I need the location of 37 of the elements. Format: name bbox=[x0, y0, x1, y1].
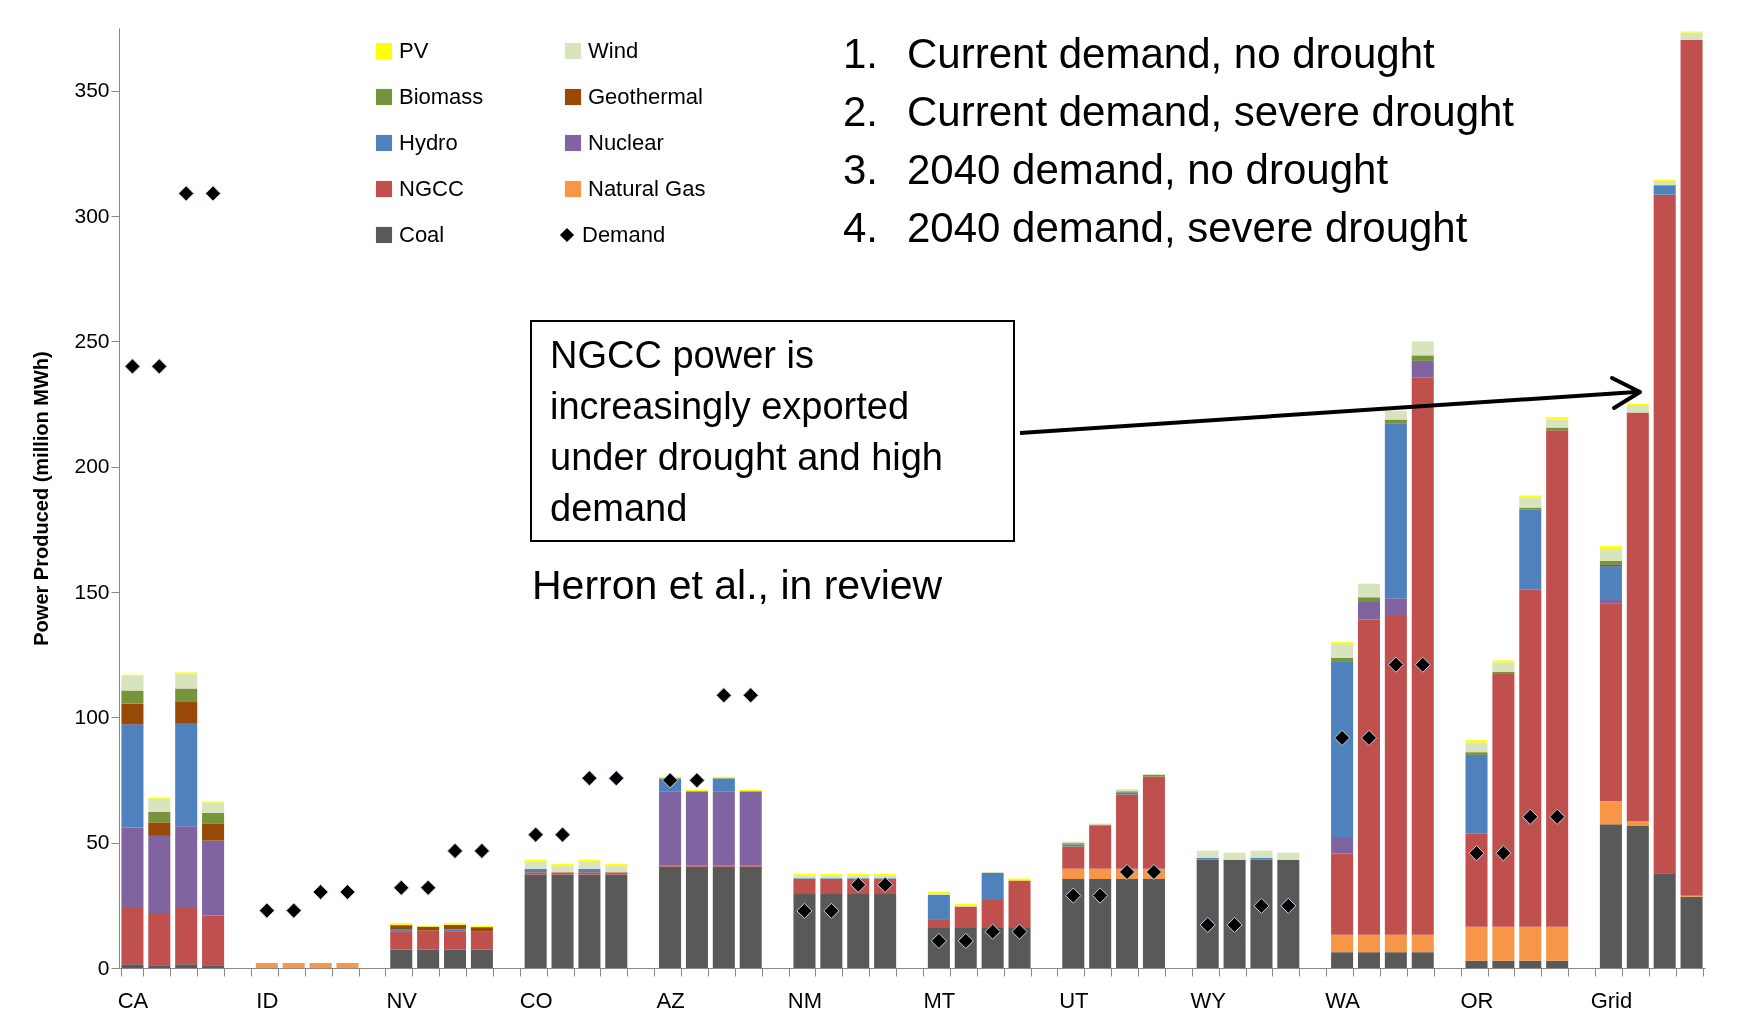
legend-label: Coal bbox=[399, 222, 445, 247]
annotation: 4. 2040 demand, severe drought bbox=[843, 203, 1469, 253]
legend-label: Nuclear bbox=[588, 130, 664, 155]
legend-label: PV bbox=[399, 38, 429, 63]
annotation: 1. Current demand, no drought bbox=[843, 29, 1436, 79]
y-axis-title: Power Produced (million MWh) bbox=[30, 351, 53, 646]
legend-label: Natural Gas bbox=[588, 176, 706, 201]
legend-label: Biomass bbox=[399, 84, 484, 109]
legend-label: Geothermal bbox=[588, 84, 703, 109]
y-tick-label: 50 bbox=[86, 830, 110, 854]
legend-label: Demand bbox=[582, 222, 666, 247]
annotation: 2. Current demand, severe drought bbox=[843, 87, 1515, 137]
annotation: Herron et al., in review bbox=[532, 562, 943, 609]
y-tick-label: 250 bbox=[74, 328, 110, 352]
x-tick-label: OR bbox=[1460, 987, 1494, 1013]
legend-label: Hydro bbox=[399, 130, 458, 155]
y-tick-label: 200 bbox=[74, 454, 110, 478]
y-tick-label: 0 bbox=[97, 955, 110, 979]
x-tick-label: NV bbox=[386, 987, 418, 1013]
x-tick-label: CA bbox=[117, 987, 149, 1013]
y-tick-label: 150 bbox=[74, 579, 110, 603]
y-tick-label: 350 bbox=[74, 78, 110, 102]
legend-label: NGCC bbox=[399, 176, 464, 201]
y-tick-label: 100 bbox=[74, 704, 110, 728]
x-tick-label: NM bbox=[787, 987, 823, 1013]
legend-label: Wind bbox=[588, 38, 639, 63]
x-tick-label: Grid bbox=[1590, 987, 1633, 1013]
x-tick-label: ID bbox=[256, 987, 279, 1013]
x-tick-label: CO bbox=[519, 987, 553, 1013]
x-tick-label: AZ bbox=[656, 987, 685, 1013]
x-tick-label: MT bbox=[923, 987, 956, 1013]
y-tick-label: 300 bbox=[74, 203, 110, 227]
annotation: NGCC power is increasingly exported under drought and high demand bbox=[530, 320, 1015, 542]
x-tick-label: WY bbox=[1190, 987, 1227, 1013]
x-tick-label: UT bbox=[1059, 987, 1089, 1013]
annotation: 3. 2040 demand, no drought bbox=[843, 145, 1390, 195]
x-tick-label: WA bbox=[1325, 987, 1361, 1013]
